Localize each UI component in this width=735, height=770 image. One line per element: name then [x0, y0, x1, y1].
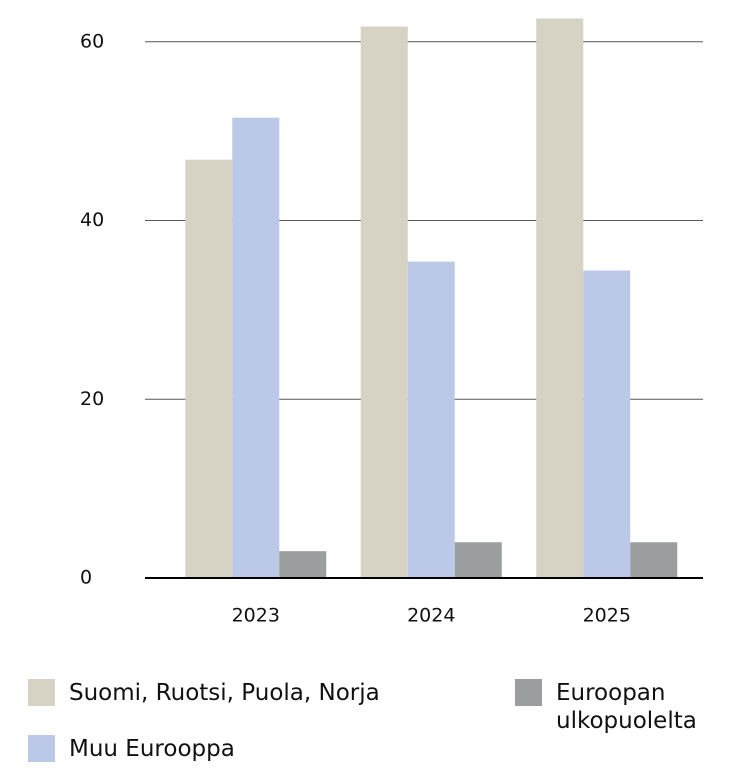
legend-item: Muu Eurooppa — [28, 735, 235, 763]
y-tick-label: 60 — [80, 30, 104, 52]
legend-label: Euroopan ulkopuolelta — [556, 680, 697, 734]
legend-item: Suomi, Ruotsi, Puola, Norja — [28, 679, 380, 707]
legend-swatch — [28, 735, 55, 762]
bar — [583, 270, 631, 578]
y-tick-label: 20 — [80, 388, 104, 410]
bar — [185, 159, 233, 578]
bar — [454, 542, 502, 578]
chart: 0 20 40 60 2023 2024 2025 — [80, 18, 703, 627]
bar — [232, 117, 280, 578]
legend-label: Suomi, Ruotsi, Puola, Norja — [69, 680, 380, 706]
bar — [279, 551, 327, 578]
bar — [536, 18, 584, 578]
legend-swatch — [28, 679, 55, 706]
bar — [360, 26, 408, 578]
x-tick-label: 2023 — [232, 605, 280, 627]
legend-label: Muu Eurooppa — [69, 736, 235, 762]
legend-swatch — [515, 679, 542, 706]
bar — [407, 261, 455, 578]
legend-item: Euroopan ulkopuolelta — [515, 679, 730, 735]
x-tick-label: 2024 — [407, 605, 455, 627]
x-tick-label: 2025 — [583, 605, 631, 627]
bar — [630, 542, 678, 578]
y-tick-label: 40 — [80, 209, 104, 231]
y-tick-label: 0 — [80, 567, 92, 589]
